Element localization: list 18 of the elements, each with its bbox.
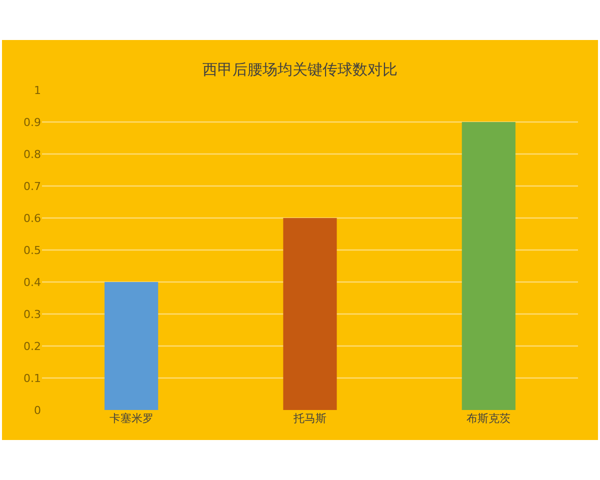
y-tick-label: 0.8 xyxy=(24,148,41,161)
y-tick-label: 0.6 xyxy=(24,212,41,225)
y-tick-label: 0.3 xyxy=(24,308,41,321)
bar xyxy=(462,122,516,410)
y-tick-label: 0.7 xyxy=(24,180,41,193)
y-tick-label: 0.9 xyxy=(24,116,41,129)
x-tick-label: 布斯克茨 xyxy=(466,412,511,425)
y-tick-label: 0 xyxy=(34,404,41,417)
bar xyxy=(104,282,158,410)
x-tick-label: 卡塞米罗 xyxy=(109,412,154,425)
y-tick-label: 0.4 xyxy=(24,276,41,289)
chart-title: 西甲后腰场均关键传球数对比 xyxy=(202,60,398,78)
y-tick-label: 1 xyxy=(34,84,41,97)
y-tick-label: 0.5 xyxy=(24,244,41,257)
y-tick-label: 0.2 xyxy=(24,340,41,353)
y-tick-label: 0.1 xyxy=(24,372,41,385)
x-tick-label: 托马斯 xyxy=(292,412,326,425)
bar xyxy=(283,218,337,410)
